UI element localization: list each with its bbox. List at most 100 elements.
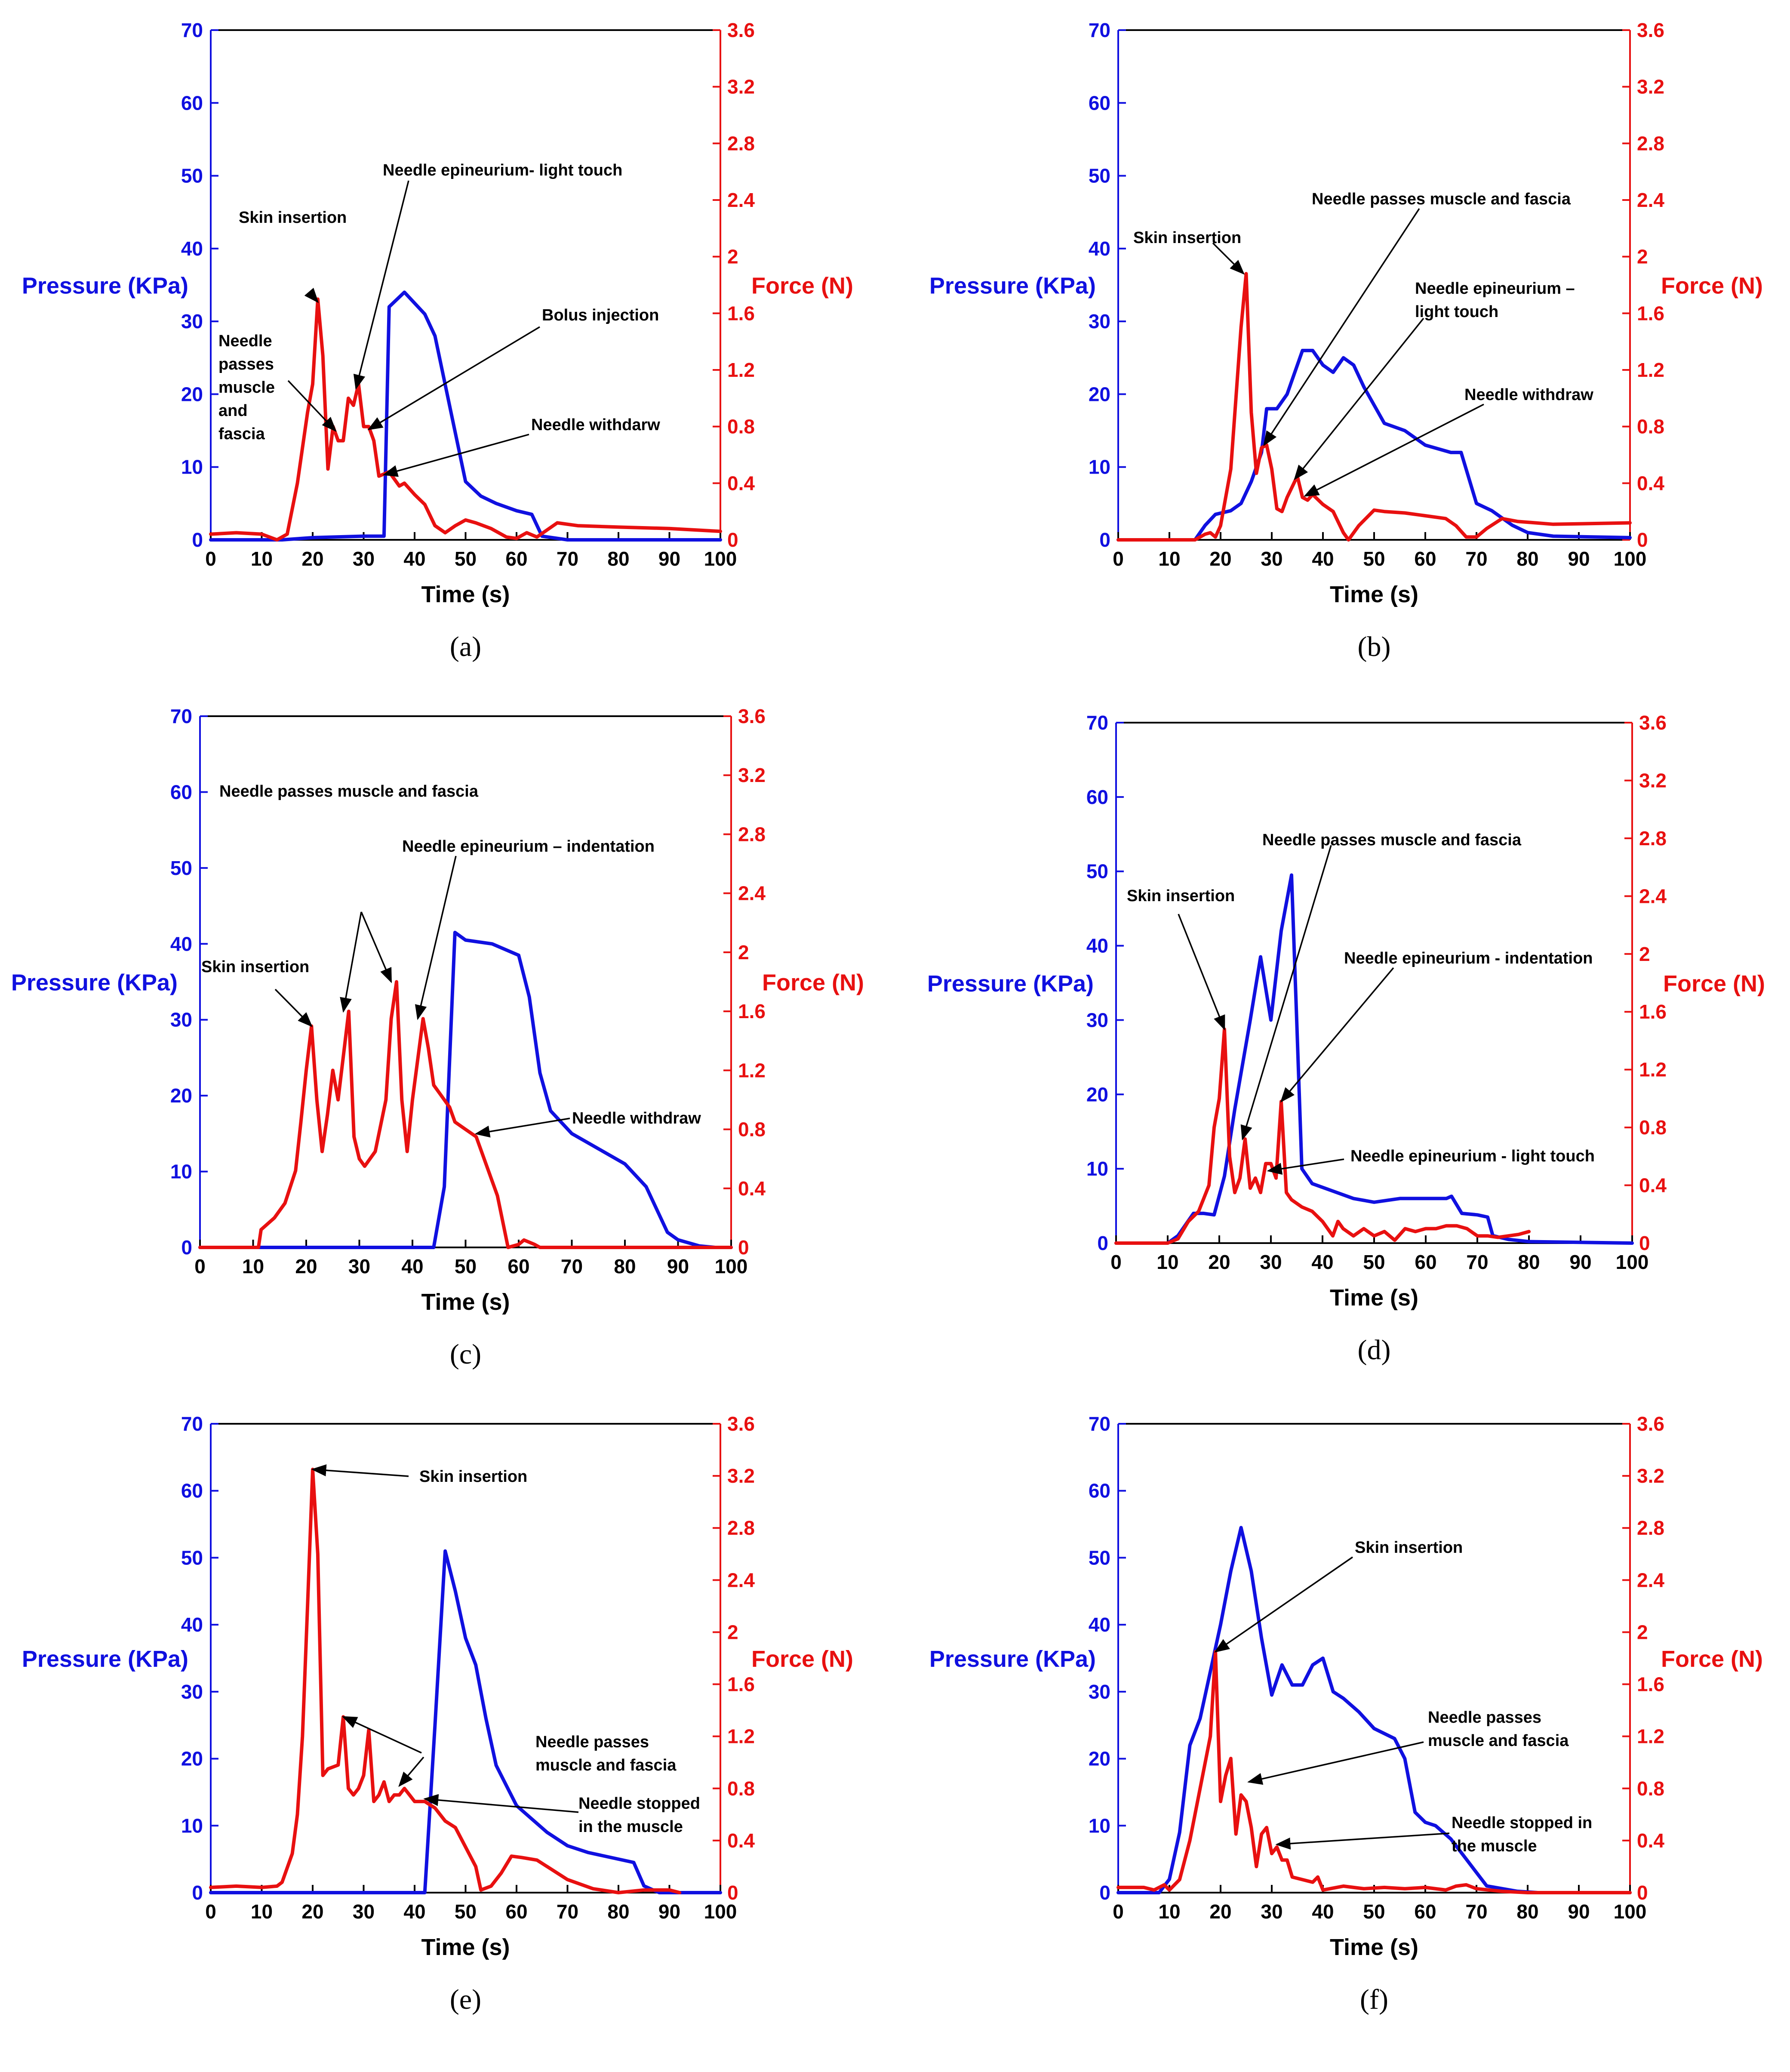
force-series-line [1116,272,1632,542]
x-axis-label: Time (s) [1330,582,1418,607]
annotation-label: Needle epineurium - indentation [1344,949,1593,967]
left-tick-label: 10 [170,1161,192,1183]
right-tick-label: 3.6 [727,19,755,41]
annotation-label: Needle stopped in the muscle [1452,1814,1592,1855]
annotation-label: Needle withdraw [572,1109,701,1127]
right-tick-label: 2.8 [727,132,755,154]
left-tick-label: 40 [170,933,192,955]
right-tick-label: 2.4 [1637,189,1664,211]
right-tick-label: 0.8 [1637,1777,1664,1800]
x-tick-label: 80 [607,548,629,570]
x-tick-label: 0 [194,1255,206,1278]
right-axis-label: Force (N) [1661,273,1763,299]
left-tick-label: 30 [181,1681,203,1703]
left-tick-label: 20 [181,383,203,405]
right-tick-label: 0 [1637,1881,1648,1904]
left-axis-label: Pressure (KPa) [22,1646,188,1672]
left-tick-label: 60 [1089,92,1110,114]
right-axis-label: Force (N) [762,970,864,996]
annotation-label: Needle stopped in the muscle [578,1795,700,1836]
x-tick-label: 20 [301,548,323,570]
x-tick-label: 40 [1312,1900,1334,1923]
annotation-arrow [1178,914,1225,1031]
x-axis-label: Time (s) [421,1289,510,1315]
x-tick-label: 90 [1568,1900,1590,1923]
panel-label: (d) [1358,1334,1391,1366]
right-tick-label: 1.2 [727,1725,755,1748]
x-tick-label: 100 [1616,1251,1649,1273]
annotation-label: Needle epineurium - light touch [1350,1147,1595,1165]
left-axis-label: Pressure (KPa) [11,970,178,996]
annotation-label: Needle passes muscle and fascia [1312,190,1571,208]
right-tick-label: 3.6 [1637,1413,1664,1435]
right-tick-label: 0.4 [1637,1829,1664,1852]
right-tick-label: 3.2 [1637,76,1664,98]
annotation-arrow [382,434,529,477]
x-tick-label: 100 [715,1255,748,1278]
annotation-arrow [1280,967,1394,1103]
right-tick-label: 2.8 [738,823,766,845]
panel-a: 0 10 20 30 40 50 60 70 80 90 10001020304050607000.… [22,19,853,662]
left-axis-label: Pressure (KPa) [927,971,1094,997]
right-tick-label: 0.4 [1639,1174,1667,1197]
annotation-arrow [1294,317,1424,480]
right-tick-label: 1.2 [727,359,755,381]
x-tick-label: 0 [1113,1900,1124,1923]
annotation-label: Needle withdraw [1464,386,1593,404]
right-axis-label: Force (N) [1663,971,1765,997]
x-tick-label: 60 [1414,1900,1436,1923]
right-tick-label: 2.4 [738,882,766,905]
left-tick-label: 0 [1099,529,1110,551]
left-tick-label: 40 [1086,935,1108,957]
left-tick-label: 10 [181,456,203,478]
left-tick-label: 70 [1089,1413,1110,1435]
x-tick-label: 80 [1516,1900,1538,1923]
left-tick-label: 70 [1086,711,1108,734]
left-tick-label: 50 [1089,1546,1110,1569]
left-tick-label: 20 [170,1084,192,1107]
annotation-label: Bolus injection [542,306,659,324]
right-tick-label: 2 [738,941,749,964]
force-series-line [1114,1027,1531,1245]
right-tick-label: 1.2 [1639,1059,1667,1081]
x-tick-label: 80 [1516,548,1538,570]
right-tick-label: 0 [727,529,738,551]
annotation-arrow [398,1756,424,1787]
x-tick-label: 0 [1113,548,1124,570]
left-tick-label: 10 [1089,456,1110,478]
panel-label: (f) [1360,1984,1388,2015]
x-axis-label: Time (s) [421,582,510,607]
left-tick-label: 10 [181,1814,203,1837]
x-tick-label: 40 [1311,1251,1333,1273]
right-tick-label: 2.4 [1639,885,1667,907]
x-tick-label: 50 [1363,1251,1385,1273]
right-tick-label: 3.6 [1639,711,1667,734]
x-tick-label: 40 [403,1900,425,1923]
x-tick-label: 60 [1414,548,1436,570]
right-tick-label: 1.6 [727,1673,755,1696]
x-tick-label: 30 [348,1255,370,1278]
x-tick-label: 30 [1261,548,1283,570]
x-tick-label: 10 [251,1900,273,1923]
x-tick-label: 10 [242,1255,264,1278]
pressure-series-line [1116,348,1632,542]
x-tick-label: 40 [401,1255,423,1278]
left-tick-label: 50 [170,857,192,879]
right-tick-label: 2.8 [1637,1517,1664,1539]
right-tick-label: 2 [1637,246,1648,268]
x-tick-label: 50 [455,1255,477,1278]
right-tick-label: 0.8 [738,1118,766,1141]
left-tick-label: 70 [1089,19,1110,41]
left-tick-label: 20 [1089,1748,1110,1770]
left-tick-label: 40 [1089,1613,1110,1636]
force-series-line [1116,1650,1632,1894]
x-axis-label: Time (s) [1330,1285,1418,1311]
x-tick-label: 60 [505,1900,527,1923]
x-tick-label: 20 [1209,1900,1231,1923]
x-tick-label: 40 [403,548,425,570]
x-tick-label: 70 [561,1255,583,1278]
x-tick-label: 10 [1156,1251,1178,1273]
x-tick-label: 100 [1614,1900,1647,1923]
right-tick-label: 2 [1639,943,1650,965]
x-tick-label: 60 [1415,1251,1436,1273]
